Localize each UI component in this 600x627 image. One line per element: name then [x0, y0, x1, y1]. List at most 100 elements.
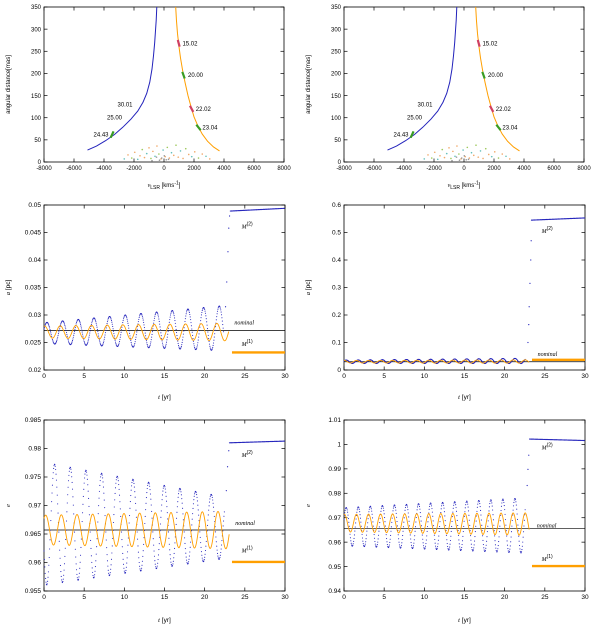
svg-text:0.97: 0.97	[328, 515, 341, 522]
svg-text:angular distance[mas]: angular distance[mas]	[306, 55, 312, 114]
svg-text:25.00: 25.00	[407, 116, 423, 122]
axes: -8000 -6000 -4000 -2000 0 2000 4000 6000 8000 0 50…	[6, 5, 291, 191]
svg-text:4000: 4000	[217, 166, 231, 172]
svg-text:0.98: 0.98	[328, 490, 341, 497]
svg-text:nominal: nominal	[538, 352, 558, 358]
svg-text:24.43: 24.43	[393, 133, 409, 139]
svg-text:20.00: 20.00	[188, 73, 204, 79]
svg-text:M(2): M(2)	[241, 450, 253, 459]
svg-text:M(2): M(2)	[541, 442, 553, 451]
svg-text:M(2): M(2)	[541, 226, 553, 235]
svg-text:30.01: 30.01	[117, 102, 133, 108]
svg-text:M(1): M(1)	[541, 554, 553, 563]
svg-text:5: 5	[382, 594, 386, 601]
svg-text:8000: 8000	[277, 166, 291, 172]
svg-text:nominal: nominal	[537, 524, 557, 530]
svg-text:t [yr]: t [yr]	[458, 394, 471, 401]
svg-text:30.01: 30.01	[417, 102, 433, 108]
svg-text:t [yr]: t [yr]	[158, 617, 171, 624]
svg-text:-6000: -6000	[66, 166, 82, 172]
svg-text:0.025: 0.025	[25, 340, 42, 347]
svg-text:0.975: 0.975	[25, 474, 42, 481]
svg-text:-4000: -4000	[96, 166, 112, 172]
svg-text:e: e	[305, 504, 312, 507]
svg-text:0.02: 0.02	[28, 367, 41, 374]
svg-text:M(2): M(2)	[241, 221, 253, 230]
angular-distance-right-svg: -8000 -6000 -4000 -2000 0 2000 4000 6000 8000 0 50…	[306, 5, 591, 191]
svg-text:a [pc]: a [pc]	[305, 280, 312, 296]
semimajor-axis-right-svg: 0 5 10 15 20 25 30 0 0.1 0.2 0.3 0.4 0.5 0.6 t [yr] a […	[305, 202, 589, 401]
svg-text:20: 20	[501, 373, 509, 380]
svg-text:0.1: 0.1	[332, 340, 341, 347]
svg-text:20.00: 20.00	[488, 73, 504, 79]
series	[343, 438, 585, 568]
svg-text:4000: 4000	[517, 166, 531, 172]
svg-text:23.04: 23.04	[202, 125, 218, 131]
svg-text:0: 0	[42, 373, 46, 380]
svg-text:-8000: -8000	[36, 166, 52, 172]
svg-text:5: 5	[382, 373, 386, 380]
svg-text:30: 30	[281, 594, 289, 601]
svg-text:0.96: 0.96	[328, 539, 341, 546]
svg-text:0: 0	[338, 160, 342, 166]
svg-text:-4000: -4000	[396, 166, 412, 172]
chart-semimajor-axis-left: 0 5 10 15 20 25 30 0.02 0.025 0.03 0.035 0.04 0.045 0…	[0, 197, 300, 404]
svg-text:25: 25	[241, 373, 249, 380]
svg-text:8000: 8000	[577, 166, 591, 172]
svg-text:vLSR [kms-1]: vLSR [kms-1]	[448, 181, 481, 192]
svg-text:0.965: 0.965	[25, 531, 42, 538]
series	[87, 6, 220, 162]
svg-text:50: 50	[34, 138, 41, 144]
svg-text:100: 100	[331, 116, 342, 122]
svg-text:10: 10	[421, 373, 429, 380]
svg-text:0.99: 0.99	[328, 466, 341, 473]
svg-text:-2000: -2000	[426, 166, 442, 172]
axes: -8000 -6000 -4000 -2000 0 2000 4000 6000 8000 0 50…	[306, 5, 591, 191]
svg-text:0.6: 0.6	[332, 202, 341, 209]
svg-text:25: 25	[241, 594, 249, 601]
svg-text:10: 10	[421, 594, 429, 601]
svg-text:200: 200	[331, 72, 342, 78]
svg-text:25: 25	[541, 594, 549, 601]
axes: 0 5 10 15 20 25 30 0.955 0.96 0.965 0.97 0.975 0.98 0…	[5, 417, 289, 624]
svg-text:15.02: 15.02	[182, 41, 198, 47]
svg-text:1.01: 1.01	[328, 417, 341, 424]
svg-text:0: 0	[162, 166, 166, 172]
svg-text:6000: 6000	[547, 166, 561, 172]
svg-text:0.05: 0.05	[28, 202, 41, 209]
svg-text:-8000: -8000	[336, 166, 352, 172]
svg-text:0: 0	[342, 373, 346, 380]
svg-text:15.02: 15.02	[482, 41, 498, 47]
svg-text:30: 30	[281, 373, 289, 380]
svg-text:2000: 2000	[187, 166, 201, 172]
svg-text:0.94: 0.94	[328, 588, 341, 595]
svg-text:0.045: 0.045	[25, 230, 42, 237]
eccentricity-left-svg: 0 5 10 15 20 25 30 0.955 0.96 0.965 0.97 0.975 0.98 0…	[5, 417, 289, 624]
svg-text:0: 0	[337, 367, 341, 374]
svg-text:1: 1	[337, 442, 341, 449]
svg-text:50: 50	[334, 138, 341, 144]
svg-text:250: 250	[31, 49, 42, 55]
svg-text:23.04: 23.04	[502, 125, 518, 131]
series	[343, 217, 586, 365]
svg-text:0.2: 0.2	[332, 312, 341, 319]
series	[43, 207, 285, 354]
svg-text:0: 0	[462, 166, 466, 172]
svg-text:0.95: 0.95	[328, 564, 341, 571]
svg-text:0: 0	[38, 160, 42, 166]
svg-text:t [yr]: t [yr]	[458, 617, 471, 624]
svg-text:M(1): M(1)	[241, 339, 253, 348]
svg-text:350: 350	[331, 5, 342, 11]
semimajor-axis-left-svg: 0 5 10 15 20 25 30 0.02 0.025 0.03 0.035 0.04 0.045 0…	[5, 202, 289, 401]
svg-text:0.955: 0.955	[25, 588, 42, 595]
svg-text:0.4: 0.4	[332, 257, 341, 264]
svg-text:150: 150	[31, 94, 42, 100]
svg-text:350: 350	[31, 5, 42, 11]
svg-text:25: 25	[541, 373, 549, 380]
svg-text:0.035: 0.035	[25, 285, 42, 292]
eccentricity-right-svg: 0 5 10 15 20 25 30 0.94 0.95 0.96 0.97 0.98 0.99 1 1.0…	[305, 417, 589, 624]
series	[43, 440, 285, 586]
chart-angular-distance-right: -8000 -6000 -4000 -2000 0 2000 4000 6000 8000 0 50…	[300, 0, 600, 192]
svg-text:300: 300	[31, 27, 42, 33]
axes: 0 5 10 15 20 25 30 0.02 0.025 0.03 0.035 0.04 0.045 0…	[5, 202, 289, 401]
